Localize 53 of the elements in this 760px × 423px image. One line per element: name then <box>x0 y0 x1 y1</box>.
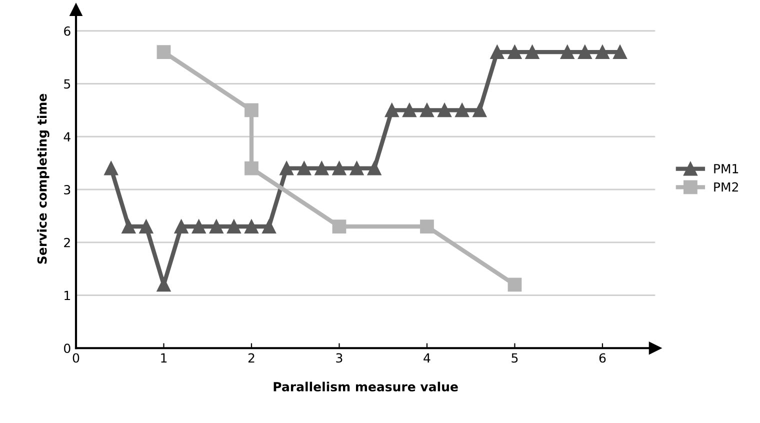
point <box>350 161 364 176</box>
point <box>490 45 504 59</box>
point <box>508 278 522 292</box>
y-tick-label: 1 <box>64 290 70 300</box>
x-tick-label: 6 <box>599 353 606 363</box>
point <box>192 220 206 234</box>
point <box>244 103 258 118</box>
point <box>578 45 592 59</box>
point <box>560 45 574 59</box>
x-tick-label: 1 <box>161 353 167 362</box>
legend-label: PM2 <box>714 182 738 192</box>
point <box>262 220 276 234</box>
point <box>104 161 118 176</box>
point <box>174 220 188 234</box>
x-tick-label: 4 <box>424 353 430 362</box>
point <box>297 161 312 176</box>
point <box>332 161 346 176</box>
point <box>209 220 224 234</box>
y-tick-label: 5 <box>64 79 70 89</box>
point <box>156 45 171 59</box>
point <box>402 103 416 118</box>
x-tick-label: 5 <box>512 353 518 363</box>
point <box>244 220 258 234</box>
point <box>525 45 540 59</box>
y-tick-label: 2 <box>64 238 70 248</box>
x-tick-label: 2 <box>248 353 254 362</box>
y-tick-label: 4 <box>64 132 70 142</box>
point <box>596 45 610 59</box>
point <box>332 220 346 234</box>
point <box>472 103 487 118</box>
y-tick-label: 6 <box>64 26 70 36</box>
legend-label: PM1 <box>714 164 738 174</box>
point <box>156 278 171 292</box>
point <box>139 220 154 234</box>
y-tick-label: 0 <box>64 344 70 354</box>
point <box>508 45 522 59</box>
x-tick-label: 0 <box>72 353 80 363</box>
point <box>438 103 452 118</box>
point <box>244 161 258 176</box>
y-axis-title: Service completing time <box>37 94 50 264</box>
point <box>613 45 627 59</box>
point <box>280 161 294 176</box>
point <box>420 220 434 234</box>
point <box>420 103 434 118</box>
point <box>122 220 136 234</box>
y-tick-label: 3 <box>64 184 70 194</box>
point <box>226 220 241 234</box>
point <box>367 161 382 176</box>
point <box>384 103 399 118</box>
point <box>455 103 470 118</box>
x-tick-label: 3 <box>336 353 342 363</box>
x-axis-title: Parallelism measure value <box>274 382 458 392</box>
point <box>314 161 329 176</box>
